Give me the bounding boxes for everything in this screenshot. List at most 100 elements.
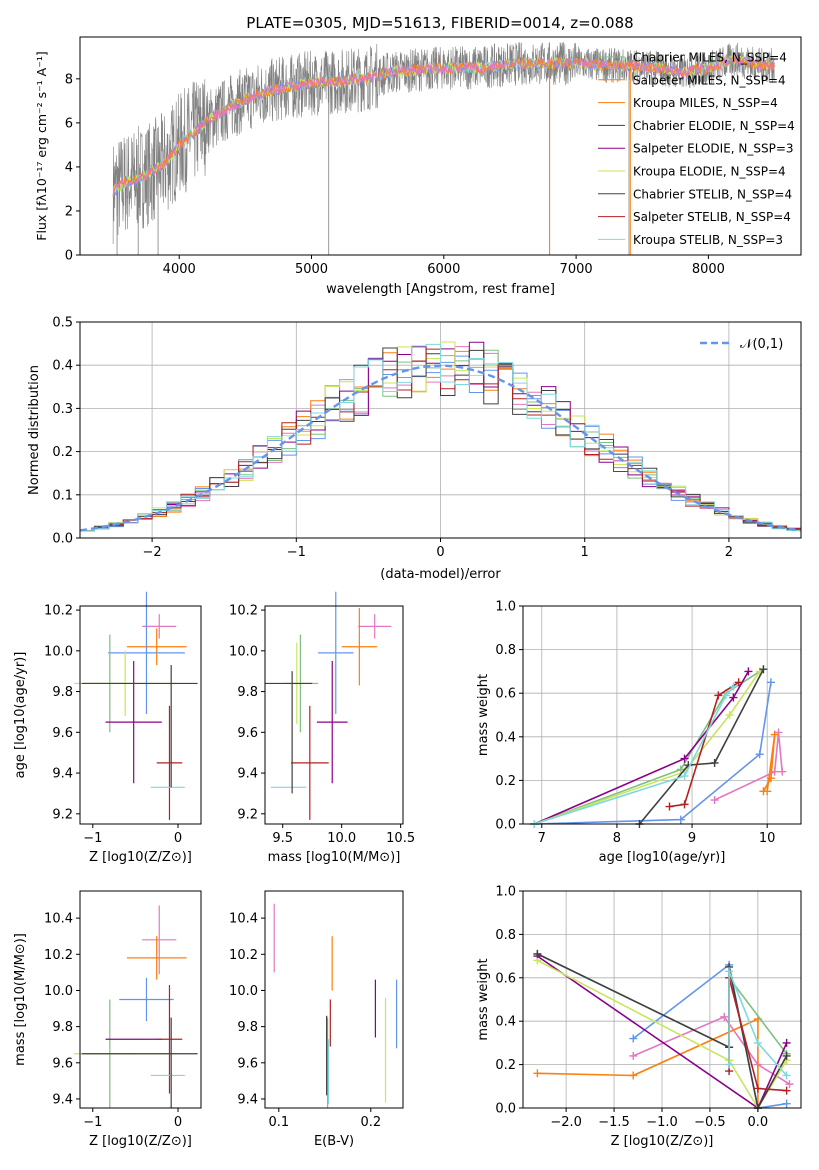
plus-marker [782, 1051, 791, 1060]
plus-marker [766, 678, 775, 687]
y-tick-label: 10.2 [44, 604, 73, 619]
legend-label: Chabrier MILES, N_SSP=4 [633, 51, 787, 65]
y-tick-label: 9.6 [52, 726, 73, 741]
plus-marker [725, 967, 734, 976]
x-axis-label: Z [log10(Z/Z⊙)] [611, 1134, 714, 1149]
plus-marker [734, 678, 743, 687]
y-tick-label: 0.4 [495, 1015, 516, 1030]
plus-marker [782, 1038, 791, 1047]
y-tick-label: 6 [65, 116, 73, 131]
plus-marker [753, 1038, 762, 1047]
x-tick-label: 10.5 [386, 831, 415, 846]
x-tick-label: 0 [174, 1115, 182, 1130]
x-tick-label: −0.5 [694, 1115, 726, 1130]
mass-weight-line [669, 681, 740, 808]
x-tick-label: 8 [613, 831, 621, 846]
y-tick-label: 9.8 [52, 1020, 73, 1035]
y-tick-label: 10.2 [229, 604, 258, 619]
y-tick-label: 9.2 [52, 807, 73, 822]
x-tick-label: 0.0 [748, 1115, 769, 1130]
y-tick-label: 0.3 [52, 402, 73, 417]
y-tick-label: 10.0 [229, 984, 258, 999]
y-tick-label: 9.2 [237, 807, 258, 822]
mass-weight-line [534, 682, 772, 825]
mass-weight-line [534, 668, 764, 825]
y-tick-label: 9.4 [237, 767, 258, 782]
plus-marker [744, 667, 753, 676]
plus-marker [533, 949, 542, 958]
y-tick-label: 0.5 [52, 316, 73, 331]
mass-weight-line [632, 1015, 790, 1085]
x-axis-label: (data-model)/error [380, 567, 501, 582]
plus-marker [725, 711, 734, 719]
y-tick-label: 2 [65, 204, 73, 219]
mass-weight-line [534, 670, 761, 825]
plus-marker [782, 1086, 791, 1095]
plus-marker [785, 1080, 794, 1089]
y-axis-label: mass [log10(M/M⊙)] [13, 933, 28, 1066]
y-axis-label: age [log10(age/yr)] [13, 652, 28, 779]
gaussian-curve [79, 364, 802, 532]
y-tick-label: 0.6 [495, 687, 516, 702]
plus-marker [533, 1069, 542, 1078]
y-axis-label: Normed distribution [27, 365, 42, 495]
x-axis-label: E(B-V) [314, 1134, 354, 1149]
x-tick-label: −1 [83, 831, 102, 846]
x-tick-label: 4000 [163, 262, 196, 277]
y-tick-label: 10.4 [44, 912, 73, 927]
plus-marker [755, 750, 764, 759]
panel-axes [79, 890, 202, 1109]
x-tick-label: 6000 [427, 262, 460, 277]
mass-weight-line [534, 686, 735, 825]
x-tick-label: 1 [581, 545, 589, 560]
y-tick-label: 0.0 [495, 818, 516, 833]
y-tick-label: 0.4 [495, 730, 516, 745]
spectrum-axes [79, 36, 802, 256]
chart-title: PLATE=0305, MJD=51613, FIBERID=0014, z=0… [246, 14, 633, 32]
x-tick-label: 5000 [295, 262, 328, 277]
x-tick-label: 2 [725, 545, 733, 560]
y-tick-label: 9.8 [237, 685, 258, 700]
plus-marker [680, 772, 689, 781]
y-tick-label: 9.8 [237, 1020, 258, 1035]
legend-label: Salpeter STELIB, N_SSP=4 [633, 210, 791, 224]
legend-label: Kroupa ELODIE, N_SSP=4 [633, 165, 786, 179]
y-tick-label: 1.0 [495, 885, 516, 900]
y-tick-label: 9.6 [237, 1056, 258, 1071]
x-tick-label: 0 [174, 831, 182, 846]
y-tick-label: 9.6 [237, 726, 258, 741]
y-tick-label: 4 [65, 160, 73, 175]
plus-marker [629, 1034, 638, 1043]
x-tick-label: −1.5 [598, 1115, 630, 1130]
plus-marker [629, 1051, 638, 1060]
spectrum-plot-area [112, 41, 775, 255]
x-tick-label: 9.5 [272, 831, 293, 846]
x-tick-label: −1 [287, 545, 306, 560]
y-tick-label: 0.6 [495, 971, 516, 986]
y-axis-label: mass weight [476, 674, 491, 756]
x-axis-label: wavelength [Angstrom, rest frame] [326, 282, 555, 297]
plus-marker [676, 815, 685, 824]
x-axis-label: Z [log10(Z/Z⊙)] [89, 850, 192, 865]
y-tick-label: 0.2 [495, 774, 516, 789]
mass-weight-line [762, 734, 776, 792]
mass-weight-line [714, 732, 783, 801]
y-tick-label: 9.6 [52, 1056, 73, 1071]
y-tick-label: 0.8 [495, 643, 516, 658]
y-tick-label: 10.0 [44, 984, 73, 999]
y-tick-label: 9.4 [52, 767, 73, 782]
x-tick-label: 7 [538, 831, 546, 846]
panel-axes [264, 890, 404, 1109]
residual-histogram-step [80, 343, 801, 532]
y-tick-label: 1.0 [495, 600, 516, 615]
x-axis-label: Z [log10(Z/Z⊙)] [89, 1134, 192, 1149]
y-axis-label: Flux [fλ10⁻¹⁷ erg cm⁻² s⁻¹ A⁻¹] [34, 51, 49, 240]
x-tick-label: 10.0 [327, 831, 356, 846]
plus-marker [729, 682, 738, 691]
legend-label: Kroupa STELIB, N_SSP=3 [633, 233, 783, 247]
y-tick-label: 10.0 [44, 644, 73, 659]
plus-marker [710, 796, 719, 805]
plus-marker [763, 787, 772, 796]
x-tick-label: −2 [143, 545, 162, 560]
legend-label: Salpeter MILES, N_SSP=4 [633, 73, 786, 87]
